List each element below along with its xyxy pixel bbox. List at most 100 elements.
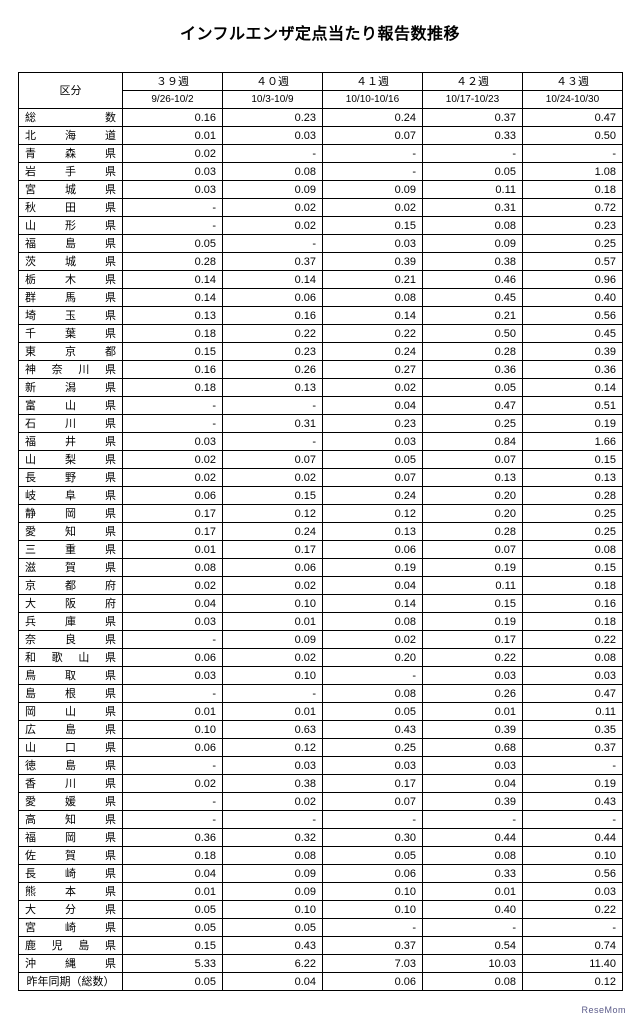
value-cell: 0.19 [523,775,623,793]
region-label: 宮城県 [19,181,123,199]
header-week-39: ３９週 [123,73,223,91]
value-cell: 0.22 [523,901,623,919]
value-cell: 0.05 [123,235,223,253]
table-row: 群馬県0.140.060.080.450.40 [19,289,623,307]
value-cell: 0.02 [323,199,423,217]
value-cell: 0.18 [523,577,623,595]
value-cell: 0.44 [423,829,523,847]
region-label: 岩手県 [19,163,123,181]
value-cell: 0.36 [123,829,223,847]
value-cell: 1.08 [523,163,623,181]
value-cell: 0.02 [123,577,223,595]
region-label: 山形県 [19,217,123,235]
value-cell: - [523,757,623,775]
value-cell: 0.15 [523,451,623,469]
table-row: 長崎県0.040.090.060.330.56 [19,865,623,883]
table-head: 区分 ３９週 ４０週 ４１週 ４２週 ４３週 9/26-10/2 10/3-10… [19,73,623,109]
value-cell: 0.50 [523,127,623,145]
value-cell: - [423,919,523,937]
value-cell: - [523,811,623,829]
header-range-43: 10/24-10/30 [523,91,623,109]
value-cell: 0.40 [523,289,623,307]
value-cell: 0.10 [323,883,423,901]
value-cell: - [323,811,423,829]
table-row: 香川県0.020.380.170.040.19 [19,775,623,793]
value-cell: 0.09 [223,865,323,883]
value-cell: 0.10 [223,667,323,685]
value-cell: 0.08 [223,163,323,181]
value-cell: 0.06 [323,865,423,883]
header-range-39: 9/26-10/2 [123,91,223,109]
value-cell: 0.01 [423,883,523,901]
value-cell: 0.04 [423,775,523,793]
value-cell: 0.05 [123,901,223,919]
region-label: 大阪府 [19,595,123,613]
value-cell: 0.10 [323,901,423,919]
value-cell: 0.01 [223,703,323,721]
value-cell: 0.08 [223,847,323,865]
region-label: 新潟県 [19,379,123,397]
value-cell: 0.06 [323,973,423,991]
value-cell: 0.17 [123,505,223,523]
table-row: 愛知県0.170.240.130.280.25 [19,523,623,541]
region-label: 栃木県 [19,271,123,289]
value-cell: 0.39 [523,343,623,361]
value-cell: 0.36 [423,361,523,379]
value-cell: 0.19 [423,559,523,577]
value-cell: 0.03 [123,433,223,451]
table-row: 東京都0.150.230.240.280.39 [19,343,623,361]
value-cell: 0.56 [523,307,623,325]
value-cell: 0.14 [323,307,423,325]
value-cell: 0.08 [423,973,523,991]
region-label: 鹿児島県 [19,937,123,955]
value-cell: 0.17 [223,541,323,559]
value-cell: 0.16 [123,109,223,127]
value-cell: 0.09 [223,883,323,901]
value-cell: 0.43 [223,937,323,955]
value-cell: - [223,235,323,253]
value-cell: 0.03 [523,667,623,685]
value-cell: 0.08 [323,613,423,631]
value-cell: 0.07 [423,451,523,469]
region-label: 東京都 [19,343,123,361]
value-cell: 0.22 [523,631,623,649]
value-cell: 0.13 [323,523,423,541]
value-cell: 0.37 [523,739,623,757]
table-row: 山梨県0.020.070.050.070.15 [19,451,623,469]
value-cell: 0.03 [223,127,323,145]
value-cell: 0.25 [523,523,623,541]
value-cell: 0.15 [523,559,623,577]
value-cell: - [523,919,623,937]
region-label: 岡山県 [19,703,123,721]
table-row: 岩手県0.030.08-0.051.08 [19,163,623,181]
table-row: 徳島県-0.030.030.03- [19,757,623,775]
value-cell: - [423,145,523,163]
header-range-40: 10/3-10/9 [223,91,323,109]
value-cell: - [223,397,323,415]
table-row: 新潟県0.180.130.020.050.14 [19,379,623,397]
value-cell: 0.18 [123,325,223,343]
table-row: 秋田県-0.020.020.310.72 [19,199,623,217]
value-cell: 0.03 [423,667,523,685]
value-cell: 0.24 [323,109,423,127]
value-cell: 0.06 [223,559,323,577]
value-cell: 0.33 [423,865,523,883]
table-row: 島根県--0.080.260.47 [19,685,623,703]
value-cell: 0.46 [423,271,523,289]
value-cell: 0.10 [223,595,323,613]
region-label: 秋田県 [19,199,123,217]
value-cell: 0.25 [523,235,623,253]
value-cell: 0.47 [423,397,523,415]
value-cell: - [223,685,323,703]
value-cell: 0.13 [523,469,623,487]
value-cell: 0.20 [423,505,523,523]
value-cell: 0.25 [423,415,523,433]
table-row: 宮城県0.030.090.090.110.18 [19,181,623,199]
value-cell: 0.40 [423,901,523,919]
value-cell: 0.03 [123,667,223,685]
table-row: 沖縄県5.336.227.0310.0311.40 [19,955,623,973]
region-label: 茨城県 [19,253,123,271]
table-row: 熊本県0.010.090.100.010.03 [19,883,623,901]
value-cell: 0.07 [423,541,523,559]
value-cell: 0.14 [523,379,623,397]
